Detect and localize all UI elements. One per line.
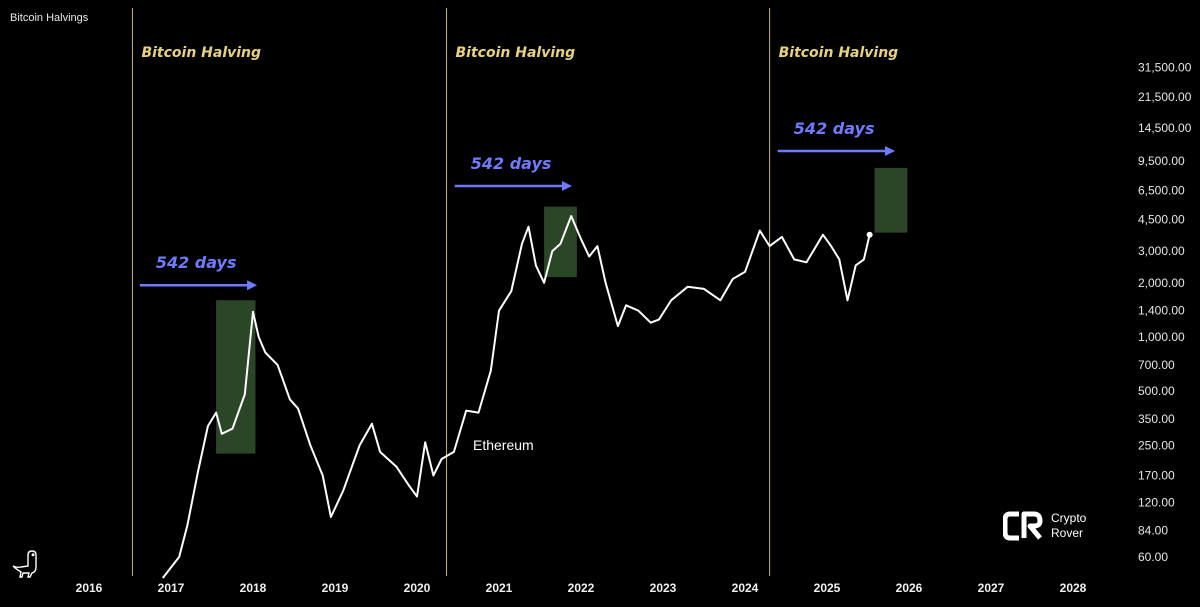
x-tick-label: 2017 (158, 581, 185, 595)
x-tick-label: 2020 (404, 581, 431, 595)
x-tick-label: 2022 (568, 581, 595, 595)
cr-logo-icon (1002, 511, 1043, 541)
y-tick-label: 250.00 (1138, 438, 1175, 452)
crypto-rover-logo: Crypto Rover (1002, 511, 1113, 545)
halving-lines: Bitcoin Halving Bitcoin Halving Bitcoin Ha… (131, 8, 899, 576)
arrow-label-3: 542 days (794, 119, 875, 138)
logo-line-1: Crypto (1051, 511, 1087, 525)
ethereum-price-line (162, 215, 871, 579)
x-tick-label: 2019 (322, 581, 349, 595)
projection-box-1 (216, 300, 256, 454)
y-tick-label: 14,500.00 (1138, 121, 1192, 135)
y-tick-label: 1,000.00 (1138, 330, 1185, 344)
x-tick-label: 2023 (650, 581, 677, 595)
y-tick-label: 350.00 (1138, 412, 1175, 426)
y-tick-label: 120.00 (1138, 496, 1175, 510)
x-tick-label: 2021 (486, 581, 513, 595)
y-tick-label: 1,400.00 (1138, 304, 1185, 318)
arrow-head-1 (247, 280, 258, 291)
x-axis-ticks: 2016 2017 2018 2019 2020 2021 2022 2023 2024 2025… (76, 581, 1087, 595)
y-tick-label: 60.00 (1138, 550, 1168, 564)
last-price-dot (866, 231, 873, 238)
dino-icon (12, 548, 40, 578)
y-tick-label: 21,500.00 (1138, 90, 1192, 104)
halving-label-1: Bitcoin Halving (141, 45, 261, 61)
x-tick-label: 2024 (732, 581, 759, 595)
y-tick-label: 31,500.00 (1138, 60, 1192, 74)
projection-boxes (216, 167, 908, 454)
y-tick-label: 2,000.00 (1138, 276, 1185, 290)
x-tick-label: 2018 (240, 581, 267, 595)
x-tick-label: 2028 (1060, 581, 1087, 595)
y-tick-label: 4,500.00 (1138, 212, 1185, 226)
y-tick-label: 84.00 (1138, 524, 1168, 538)
halving-label-3: Bitcoin Halving (779, 45, 899, 61)
chart-title: Bitcoin Halvings (10, 12, 89, 24)
arrow-head-2 (561, 181, 572, 192)
halving-label-2: Bitcoin Halving (456, 45, 576, 61)
y-tick-label: 170.00 (1138, 469, 1175, 483)
day-arrows: 542 days 542 days 542 days (139, 119, 896, 291)
y-axis-ticks: 31,500.00 21,500.00 14,500.00 9,500.00 6,500… (1138, 60, 1192, 564)
y-tick-label: 700.00 (1138, 358, 1175, 372)
y-tick-label: 3,000.00 (1138, 244, 1185, 258)
y-tick-label: 6,500.00 (1138, 184, 1185, 198)
x-tick-label: 2025 (814, 581, 841, 595)
arrow-label-1: 542 days (156, 253, 237, 272)
projection-box-3 (874, 167, 908, 233)
logo-line-2: Rover (1051, 526, 1084, 540)
y-tick-label: 500.00 (1138, 384, 1175, 398)
ethereum-annotation: Ethereum (473, 437, 534, 453)
x-tick-label: 2026 (896, 581, 923, 595)
arrow-head-3 (885, 145, 896, 156)
x-tick-label: 2016 (76, 581, 103, 595)
x-tick-label: 2027 (978, 581, 1005, 595)
y-tick-label: 9,500.00 (1138, 154, 1185, 168)
arrow-label-2: 542 days (471, 154, 552, 173)
